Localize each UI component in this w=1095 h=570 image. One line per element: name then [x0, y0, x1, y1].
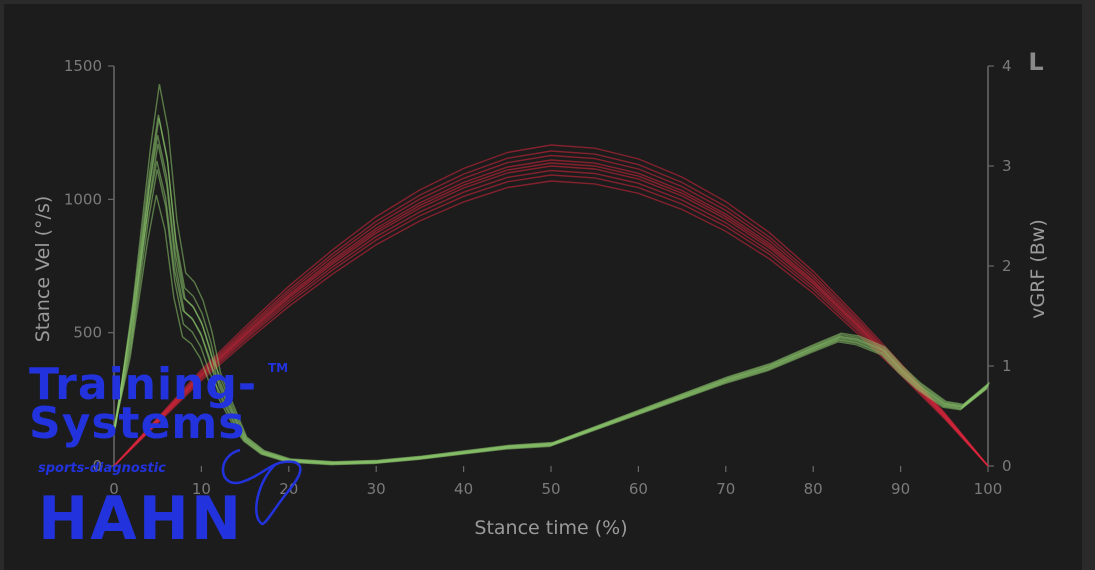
x-axis-label: Stance time (%)	[474, 517, 627, 539]
stance-vel-trial-line	[115, 83, 991, 463]
chart-panel: 0 10 20 30 40 50 60 70 80 90 100 0 500 1000 1500 0 1 2 3 4 …	[4, 4, 1082, 570]
vgrf-trial-line	[113, 150, 989, 467]
stance-vel-series	[111, 83, 991, 466]
x-tick-label: 10	[192, 480, 211, 498]
stance-chart: 0 10 20 30 40 50 60 70 80 90 10005001000150001234 …	[29, 48, 1049, 554]
x-tick-label: 30	[367, 480, 386, 498]
y-right-tick-label: 2	[1002, 257, 1012, 275]
y-left-axis-label: Stance Vel (°/s)	[32, 196, 54, 343]
y-right-axis-label: vGRF (Bw)	[1027, 219, 1049, 319]
stance-vel-trial-line	[114, 118, 990, 463]
x-tick-label: 60	[629, 480, 648, 498]
vgrf-trial-line	[113, 180, 989, 467]
y-right-tick-label: 0	[1002, 457, 1012, 475]
logo-tagline: sports-diagnostic	[38, 461, 166, 476]
y-left-tick-label: 1500	[64, 57, 102, 75]
vgrf-trial-line	[113, 169, 989, 467]
vgrf-trial-line	[113, 165, 989, 467]
x-tick-label: 0	[109, 480, 119, 498]
corner-label: L	[1028, 48, 1043, 76]
x-tick-label: 80	[804, 480, 823, 498]
y-right-tick-label: 4	[1002, 57, 1012, 75]
logo-tm: TM	[268, 361, 288, 375]
y-right-tick-label: 1	[1002, 357, 1012, 375]
y-right-tick-label: 3	[1002, 157, 1012, 175]
vgrf-series	[113, 144, 989, 467]
logo-swoosh-icon	[221, 448, 302, 526]
vgrf-trial-line	[113, 144, 989, 467]
vgrf-trial-line	[113, 154, 989, 467]
vgrf-trial-line	[113, 174, 989, 467]
logo-brand: HAHN	[38, 484, 243, 554]
x-tick-label: 90	[891, 480, 910, 498]
vgrf-trial-line	[113, 159, 989, 467]
y-left-tick-label: 500	[73, 324, 102, 342]
training-systems-logo: Training- TM Systems sports-diagnostic H…	[29, 359, 302, 554]
y-left-tick-label: 0	[92, 457, 102, 475]
logo-line2: Systems	[29, 398, 245, 449]
vgrf-trial-line	[113, 162, 989, 467]
stance-vel-trial-line	[114, 114, 990, 464]
y-left-tick-label: 1000	[64, 190, 102, 208]
x-tick-label: 100	[974, 480, 1003, 498]
logo-line1: Training-	[29, 359, 257, 410]
x-tick-label: 70	[716, 480, 735, 498]
x-tick-label: 50	[541, 480, 560, 498]
x-tick-label: 40	[454, 480, 473, 498]
